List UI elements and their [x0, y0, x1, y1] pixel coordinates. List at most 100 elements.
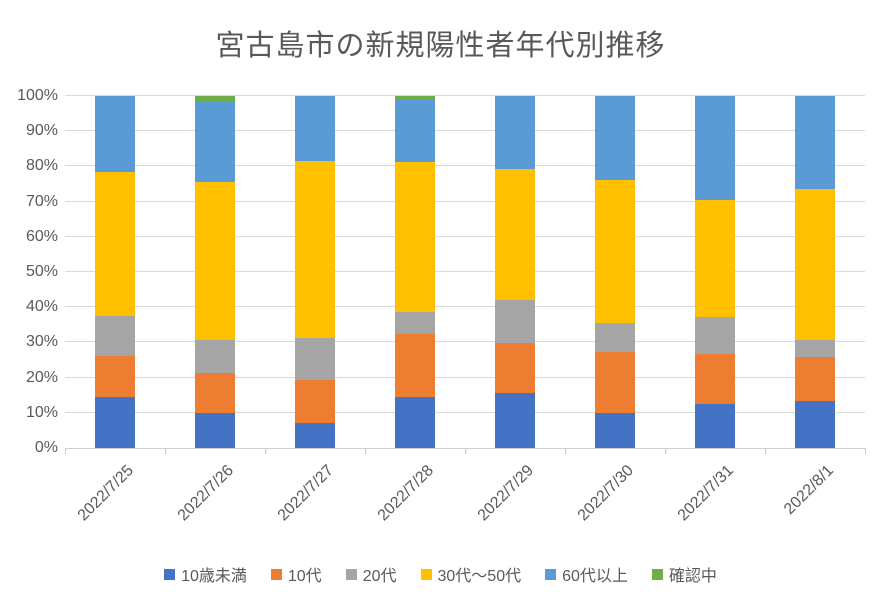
legend-item-20代: 20代: [345, 562, 397, 586]
x-axis-tick-mark: [365, 448, 366, 454]
bar-segment-60代以上: [595, 96, 635, 181]
y-axis-tick-label: 60%: [25, 227, 58, 245]
bar-segment-10代: [595, 351, 635, 413]
y-axis-tick-label: 30%: [25, 333, 58, 351]
bar-segment-20代: [95, 316, 135, 357]
y-axis-tick-label: 70%: [25, 192, 58, 210]
legend-label: 20代: [362, 568, 397, 585]
chart-title: 宮古島市の新規陽性者年代別推移: [215, 30, 666, 62]
y-axis-tick-label: 0%: [34, 439, 58, 456]
bar-segment-10代: [395, 334, 435, 397]
bar-segment-10歳未満: [295, 423, 335, 448]
x-axis-tick-mark: [765, 448, 766, 454]
bar-segment-10歳未満: [795, 400, 835, 448]
plot-area: 0% 10% 20% 30% 40% 50% 60% 70% 80% 90% 100%: [17, 88, 866, 456]
bar-segment-20代: [595, 322, 635, 352]
y-axis-tick-label: 80%: [25, 157, 58, 175]
stacked-bar-2022/8/1: [795, 96, 835, 448]
legend-label: 30代～50代: [437, 568, 522, 585]
bar-segment-10代: [495, 343, 535, 394]
bar-segment-60代以上: [795, 96, 835, 190]
bar-segment-30代～50代: [695, 200, 735, 318]
x-axis-tick-label: 2022/7/25: [74, 462, 138, 525]
x-axis-tick-label: 2022/7/29: [474, 462, 538, 525]
stacked-bar-2022/7/28: [395, 96, 435, 448]
bar-segment-30代～50代: [795, 189, 835, 340]
bar-segment-10代: [795, 356, 835, 401]
legend-item-10代: 10代: [270, 562, 322, 586]
x-axis-tick-mark: [265, 448, 266, 454]
legend-swatch: [164, 568, 176, 580]
y-axis-tick-label: 40%: [25, 298, 58, 316]
bar-segment-10歳未満: [695, 404, 735, 448]
bar-segment-10代: [295, 380, 335, 424]
bar-segment-10歳未満: [395, 396, 435, 448]
legend-label: 60代以上: [562, 568, 628, 585]
legend-label: 確認中: [668, 568, 717, 585]
bar-segment-30代～50代: [595, 180, 635, 323]
x-axis-tick-mark: [565, 448, 566, 454]
legend-swatch: [651, 568, 663, 580]
legend-swatch: [345, 568, 357, 580]
x-axis-tick-mark: [65, 448, 66, 454]
stacked-bar-2022/7/29: [495, 96, 535, 448]
gridline: [65, 376, 865, 378]
legend-swatch: [545, 568, 557, 580]
bar-segment-60代以上: [295, 96, 335, 162]
bar-segment-60代以上: [95, 96, 135, 172]
gridline: [65, 306, 865, 308]
gridline: [65, 271, 865, 272]
legend-item-60代以上: 60代以上: [545, 562, 628, 586]
bar-segment-20代: [795, 339, 835, 357]
bar-segment-60代以上: [695, 96, 735, 201]
bar-segment-10代: [195, 373, 235, 414]
stacked-bar-2022/7/30: [595, 96, 635, 448]
legend-swatch: [420, 568, 432, 580]
stacked-bar-2022/7/25: [95, 96, 135, 448]
x-axis-tick-label: 2022/7/26: [174, 462, 238, 525]
stacked-bar-2022/7/26: [195, 96, 235, 448]
bar-segment-30代～50代: [95, 171, 135, 316]
bar-segment-10代: [695, 354, 735, 405]
x-axis-tick-label: 2022/7/30: [574, 462, 638, 525]
legend-label: 10代: [287, 568, 322, 585]
bar-segment-60代以上: [495, 96, 535, 169]
x-axis-tick-label: 2022/7/28: [374, 462, 438, 525]
y-axis-tick-label: 50%: [25, 263, 58, 280]
bar-segment-20代: [195, 339, 235, 374]
bar-segment-10歳未満: [495, 393, 535, 448]
y-axis-tick-label: 90%: [25, 122, 58, 140]
gridline: [65, 130, 865, 132]
bar-segment-30代～50代: [295, 161, 335, 339]
x-axis-tick-label: 2022/8/1: [780, 462, 838, 519]
gridline: [65, 411, 865, 413]
y-axis-tick-label: 10%: [25, 403, 58, 421]
bar-segment-10歳未満: [95, 397, 135, 448]
x-axis-tick-mark: [465, 448, 466, 454]
bar-segment-60代以上: [395, 99, 435, 163]
bar-segment-10代: [95, 356, 135, 398]
legend-item-30代～50代: 30代～50代: [420, 562, 522, 586]
bar-segment-確認中: [395, 96, 435, 100]
gridline: [65, 165, 865, 167]
legend-swatch: [270, 568, 282, 580]
y-axis-tick-label: 20%: [25, 368, 58, 386]
gridline: [65, 235, 865, 237]
chart-legend: 10歳未満 10代 20代 30代～50代 60代以上 確認中: [0, 562, 881, 586]
bar-segment-60代以上: [195, 102, 235, 182]
x-axis-tick-mark: [865, 448, 866, 454]
bar-segment-20代: [695, 317, 735, 355]
stacked-bar-2022/7/31: [695, 96, 735, 448]
bar-segment-10歳未満: [195, 413, 235, 448]
gridline: [65, 200, 865, 202]
gridline: [65, 341, 865, 343]
x-axis-tick-mark: [165, 448, 166, 454]
y-axis-tick-label: 100%: [17, 87, 58, 104]
legend-item-確認中: 確認中: [651, 562, 717, 586]
bar-segment-30代～50代: [195, 181, 235, 340]
bar-segment-確認中: [195, 96, 235, 102]
legend-label: 10歳未満: [181, 568, 247, 585]
x-axis-tick-label: 2022/7/31: [674, 462, 738, 525]
bar-segment-20代: [395, 311, 435, 335]
